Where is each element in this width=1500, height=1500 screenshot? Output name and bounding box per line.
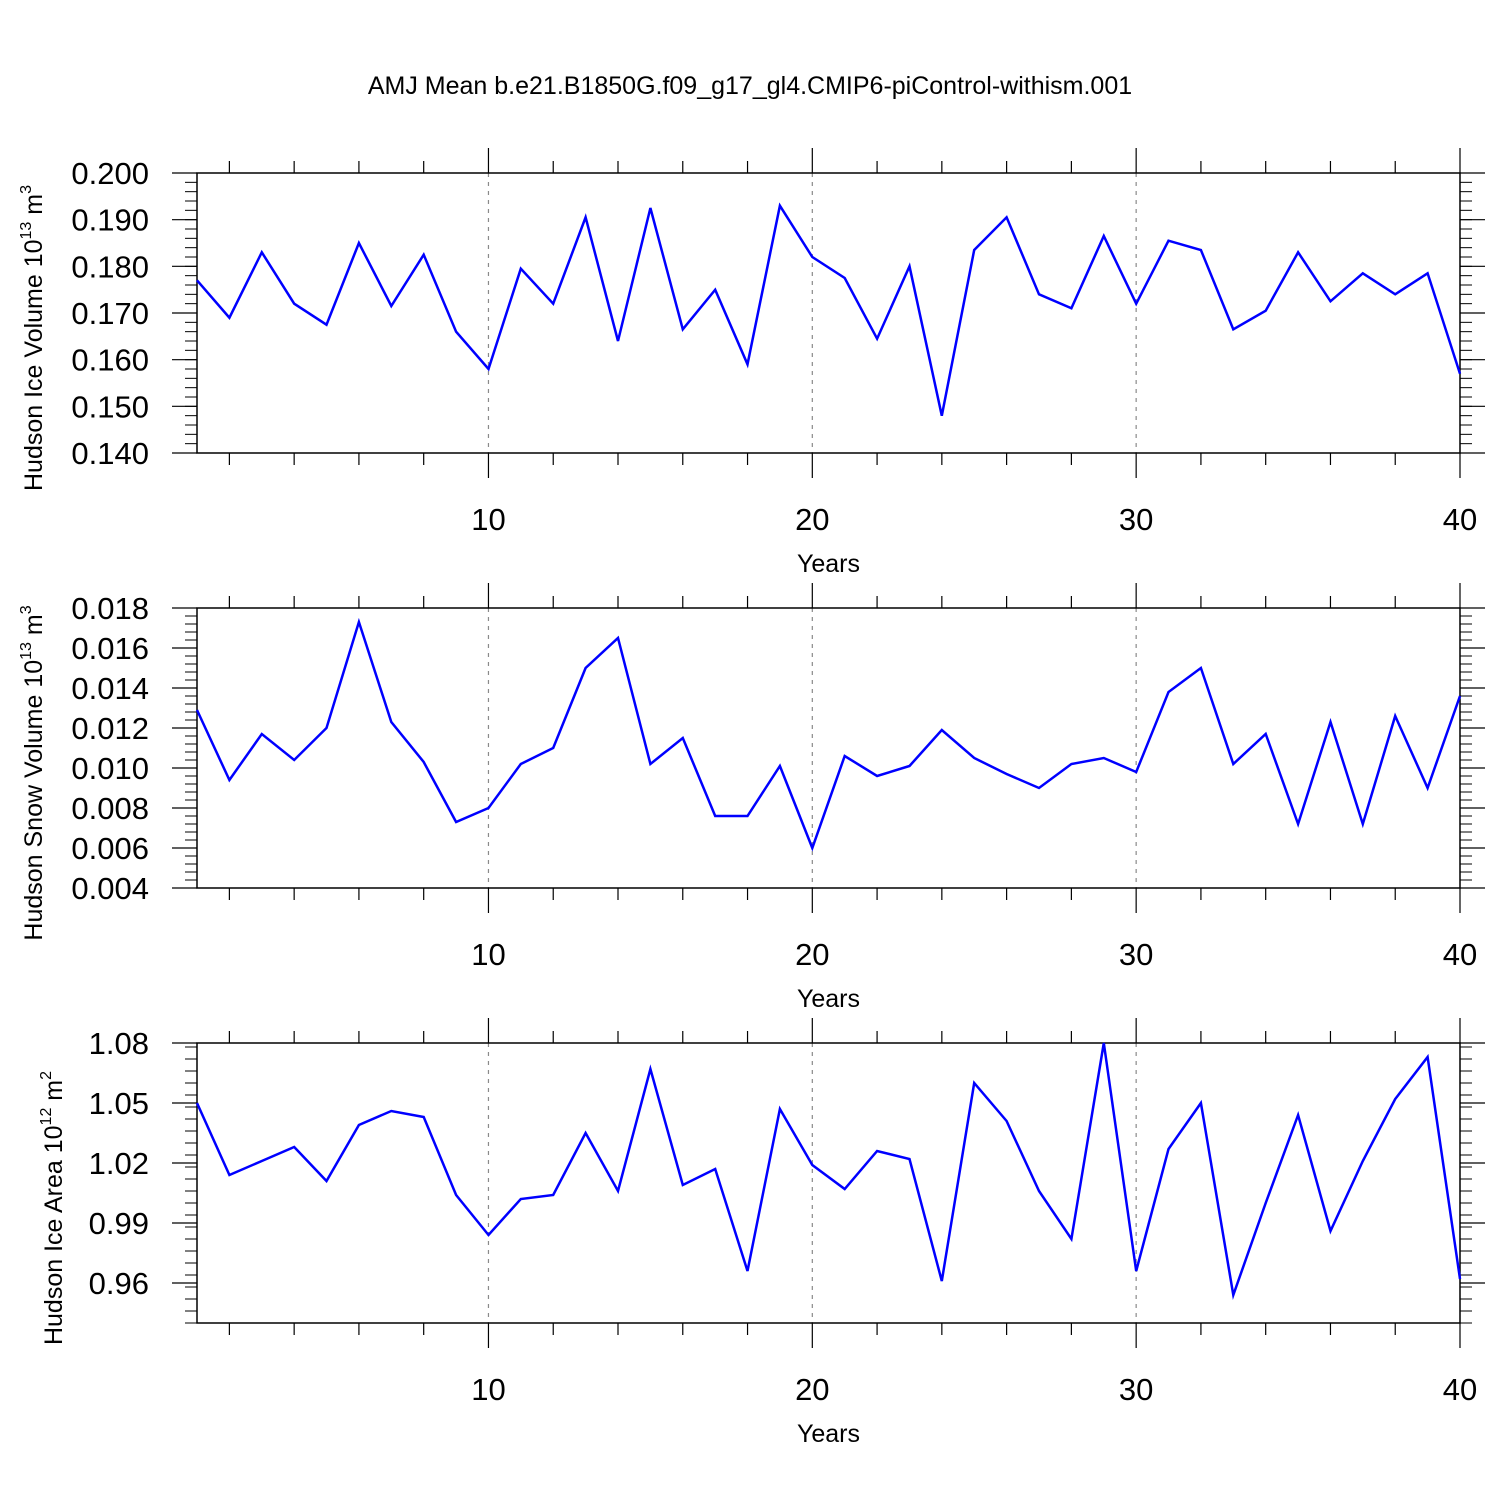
y-tick-label: 0.004 (71, 871, 149, 906)
plot-frame (196, 172, 1461, 454)
y-tick-label: 0.190 (71, 203, 149, 238)
y-axis-label: Hudson Ice Volume 1013 m3 (18, 185, 48, 491)
x-tick-label: 20 (795, 1372, 829, 1407)
x-tick-label: 10 (471, 1372, 505, 1407)
y-label-unit-exponent: 2 (38, 1071, 55, 1080)
y-tick-label: 0.010 (71, 751, 149, 786)
y-tick-label: 1.05 (89, 1086, 149, 1121)
y-tick-label: 0.014 (71, 671, 149, 706)
y-tick-label: 0.180 (71, 249, 149, 284)
y-label-main: Hudson Ice Volume 10 (20, 239, 48, 491)
y-tick-label: 0.96 (89, 1266, 149, 1301)
y-label-unit-exponent: 3 (18, 185, 35, 194)
x-axis-label: Years (797, 1420, 860, 1448)
x-tick-label: 30 (1119, 1372, 1153, 1407)
series-line (195, 1042, 1462, 1300)
y-tick-label: 0.200 (71, 156, 149, 191)
panel-2: 10 20 30 40 Years 0.004 0.006 0.008 0.010 0.012 0.… (18, 583, 1485, 1013)
plot-frame (196, 1042, 1461, 1324)
x-tick-label: 20 (795, 502, 829, 537)
y-tick-label: 1.08 (89, 1026, 149, 1061)
panel-3: 10 20 30 40 Years 0.96 0.99 1.02 1.05 1.08 Hudson … (38, 1018, 1485, 1448)
x-axis-label: Years (797, 550, 860, 578)
x-tick-label: 40 (1443, 502, 1477, 537)
plot-frame (196, 607, 1461, 889)
y-label-unit-exponent: 3 (18, 605, 35, 614)
y-tick-label: 0.012 (71, 711, 149, 746)
y-tick-label: 1.02 (89, 1146, 149, 1181)
y-tick-label: 0.140 (71, 436, 149, 471)
y-label-unit: m (20, 614, 48, 642)
y-label-exponent: 12 (38, 1108, 55, 1126)
x-tick-label: 40 (1443, 1372, 1477, 1407)
y-label-main: Hudson Snow Volume 10 (20, 660, 48, 941)
x-tick-label: 10 (471, 502, 505, 537)
x-tick-label: 40 (1443, 937, 1477, 972)
y-tick-label: 0.018 (71, 591, 149, 626)
y-axis-label: Hudson Ice Area 1012 m2 (38, 1071, 68, 1345)
y-tick-label: 0.99 (89, 1206, 149, 1241)
y-label-main: Hudson Ice Area 10 (40, 1125, 68, 1345)
y-label-unit: m (20, 194, 48, 222)
x-tick-label: 10 (471, 937, 505, 972)
x-tick-label: 20 (795, 937, 829, 972)
y-tick-label: 0.160 (71, 343, 149, 378)
x-axis-label: Years (797, 985, 860, 1013)
y-tick-label: 0.016 (71, 631, 149, 666)
series-line (196, 202, 1462, 416)
x-tick-label: 30 (1119, 937, 1153, 972)
panel-1: 10 20 30 40 Years 0.140 0.150 0.160 0.170 0.180 0.… (18, 148, 1485, 578)
chart-title: AMJ Mean b.e21.B1850G.f09_g17_gl4.CMIP6-… (367, 72, 1133, 100)
x-tick-label: 30 (1119, 502, 1153, 537)
y-tick-label: 0.170 (71, 296, 149, 331)
y-axis-label: Hudson Snow Volume 1013 m3 (18, 605, 48, 940)
y-tick-label: 0.150 (71, 389, 149, 424)
y-label-exponent: 13 (18, 222, 35, 240)
y-tick-label: 0.006 (71, 831, 149, 866)
y-label-unit: m (40, 1080, 68, 1108)
y-tick-label: 0.008 (71, 791, 149, 826)
y-label-exponent: 13 (18, 642, 35, 660)
series-line (195, 617, 1462, 852)
